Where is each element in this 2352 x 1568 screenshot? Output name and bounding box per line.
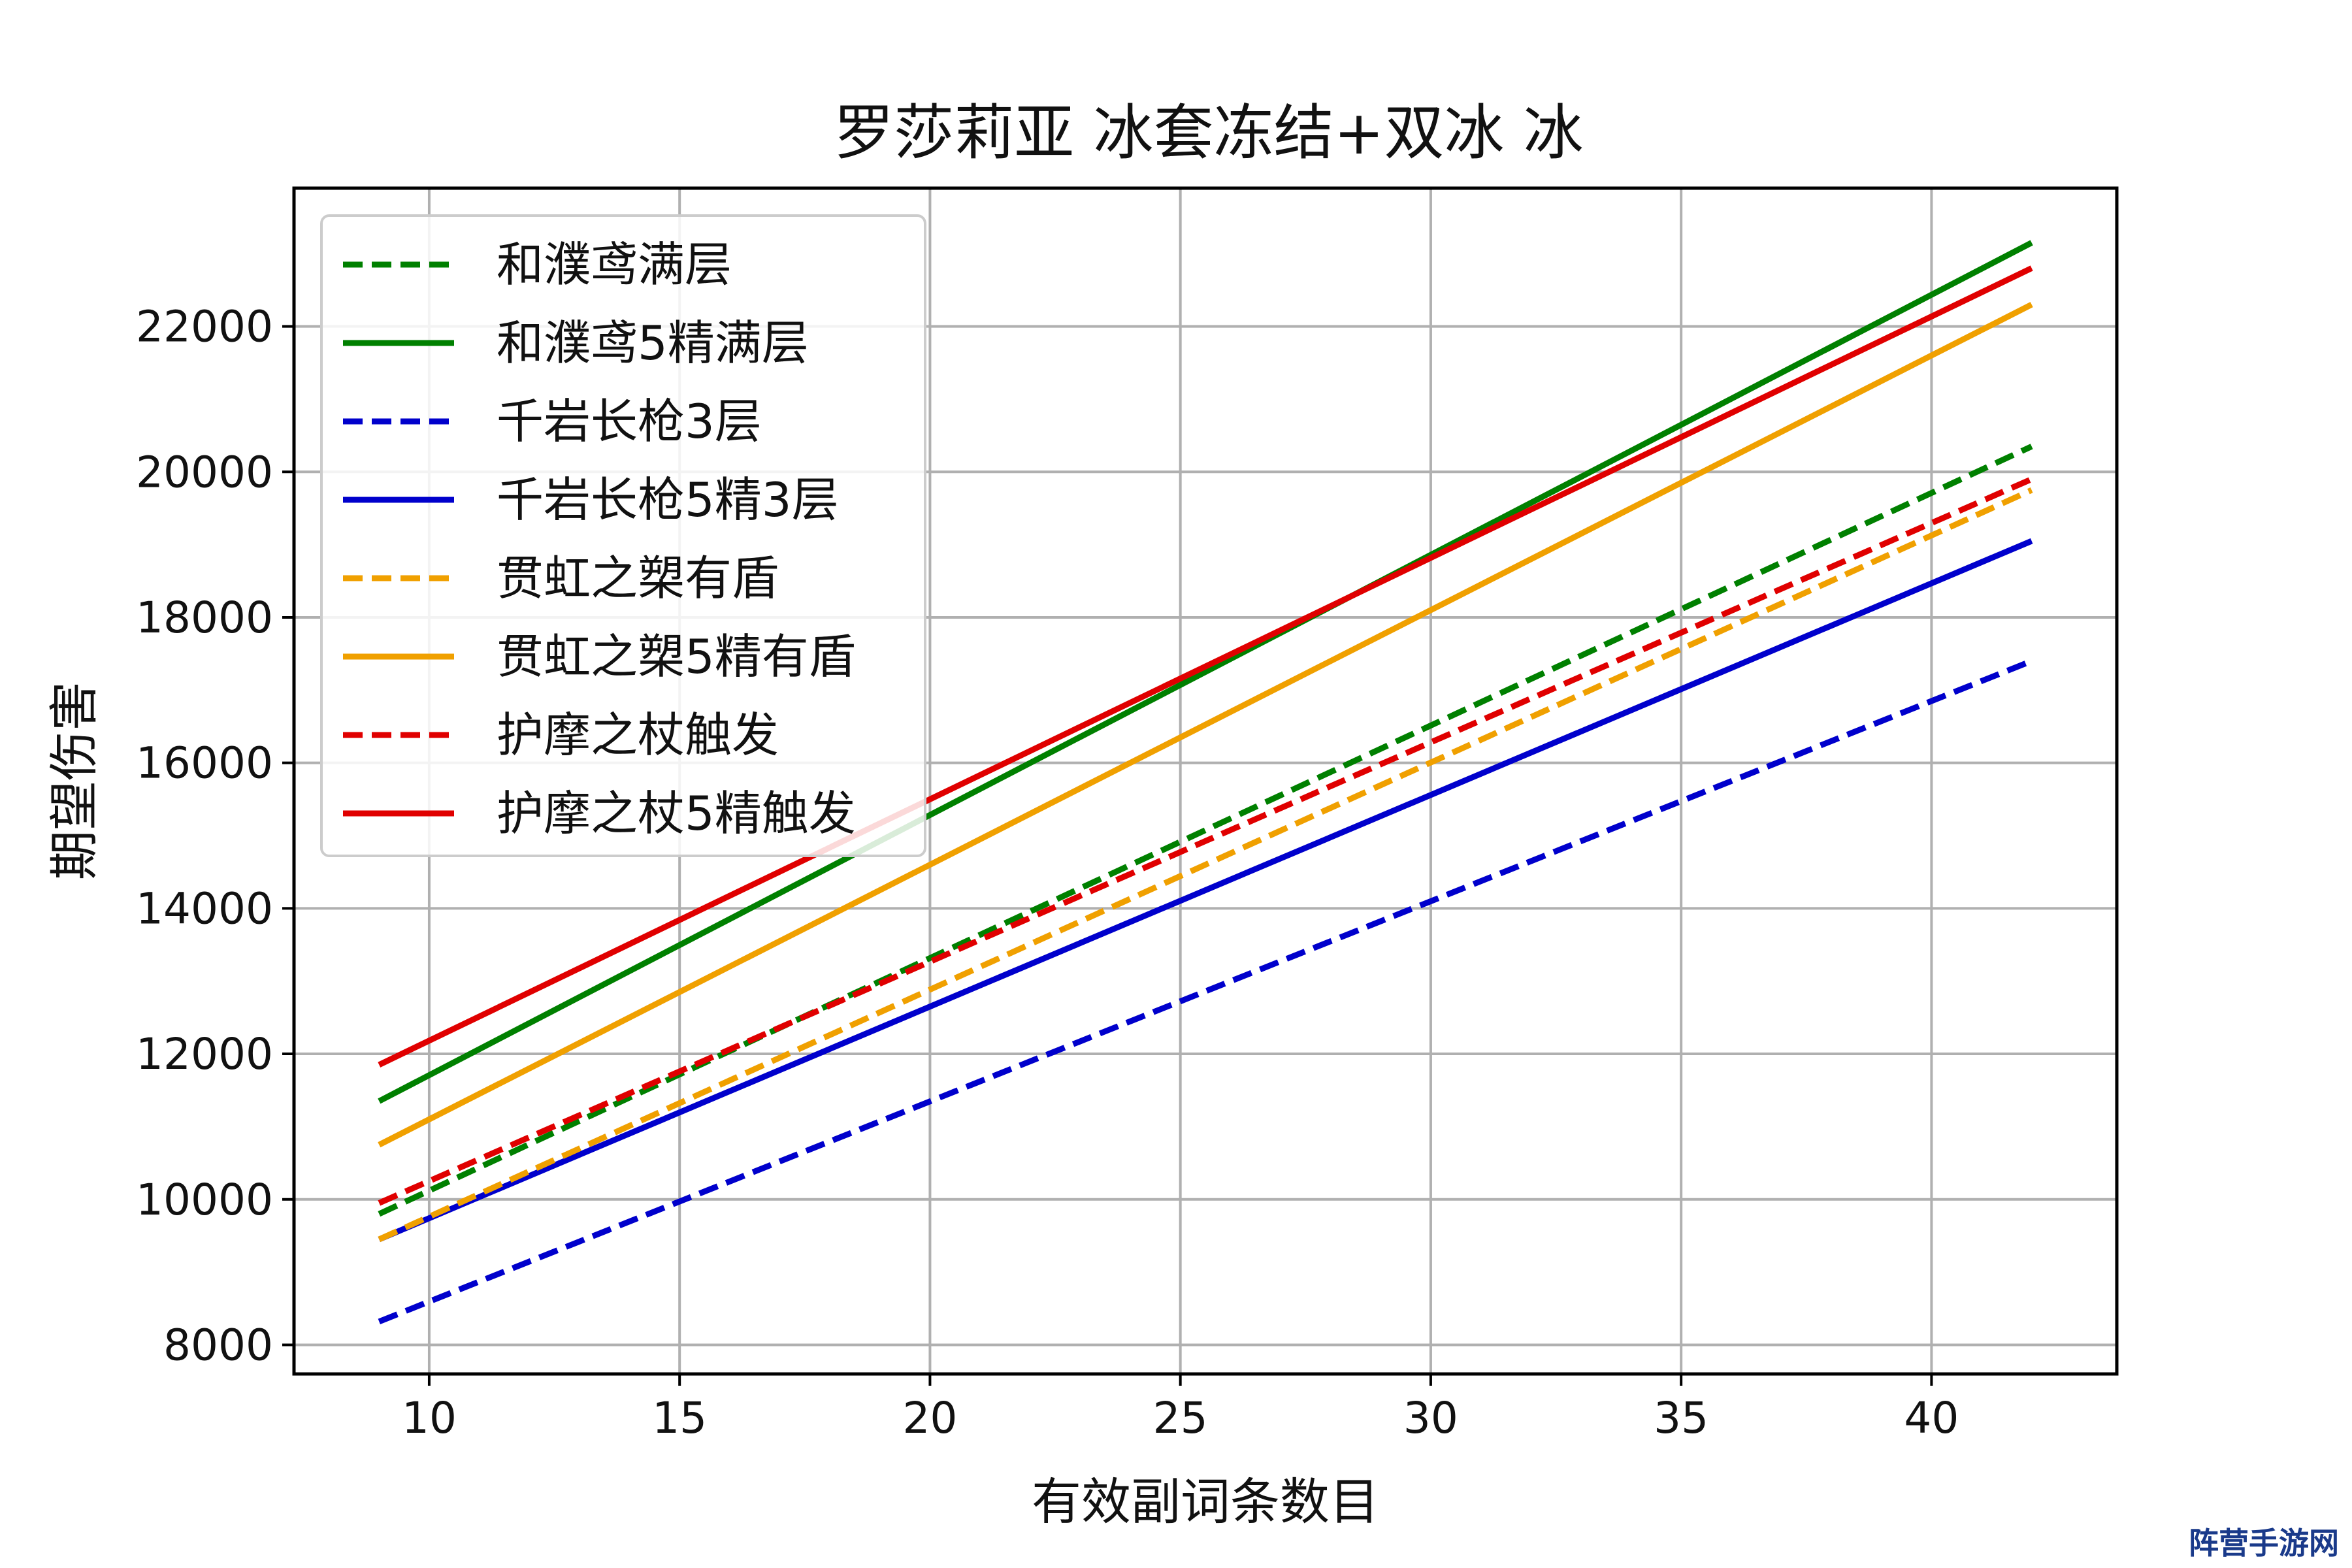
y-tick-label: 10000 — [136, 1175, 273, 1225]
legend: 和濮鸢满层和濮鸢5精满层千岩长枪3层千岩长枪5精3层贯虹之槊有盾贯虹之槊5精有盾… — [320, 214, 926, 857]
series-line-6 — [378, 476, 2033, 1206]
y-tick-label: 8000 — [163, 1320, 273, 1370]
legend-label-3: 千岩长枪5精3层 — [497, 472, 839, 527]
watermark-logo: 阵营手游网 — [2189, 1526, 2339, 1561]
x-tick-label: 15 — [652, 1393, 707, 1443]
legend-label-0: 和濮鸢满层 — [497, 237, 732, 292]
y-tick-label: 16000 — [136, 738, 273, 789]
y-axis-title: 期望伤害 — [45, 681, 103, 880]
chart-title: 罗莎莉亚 冰套冻结+双冰 冰 — [834, 98, 1584, 168]
x-tick-label: 10 — [402, 1393, 457, 1443]
x-axis-title: 有效副词条数目 — [1032, 1473, 1379, 1531]
legend-box — [320, 214, 926, 857]
plot-frame — [292, 186, 2119, 1376]
series-line-5 — [378, 302, 2033, 1148]
legend-label-6: 护摩之杖触发 — [497, 708, 779, 762]
y-tick-label: 12000 — [136, 1029, 273, 1079]
x-tick-label: 25 — [1153, 1393, 1208, 1443]
x-tick-label: 40 — [1904, 1393, 1959, 1443]
x-tick-label: 30 — [1403, 1393, 1458, 1443]
x-tick-label: 20 — [902, 1393, 957, 1443]
x-tick-label: 35 — [1654, 1393, 1708, 1443]
y-tick-label: 20000 — [136, 447, 273, 497]
series-line-0 — [378, 444, 2033, 1217]
y-tick-label: 14000 — [136, 883, 273, 934]
series-line-1 — [378, 240, 2033, 1104]
series-line-4 — [378, 487, 2033, 1243]
legend-label-5: 贯虹之槊5精有盾 — [497, 629, 856, 684]
series-layer — [378, 240, 2033, 1325]
y-tick-label: 22000 — [136, 302, 273, 352]
legend-label-4: 贯虹之槊有盾 — [497, 551, 779, 606]
x-axis-ticks: 10 15 20 25 30 35 40 — [402, 1374, 1959, 1443]
series-line-2 — [378, 658, 2033, 1325]
legend-label-7: 护摩之杖5精触发 — [497, 786, 856, 841]
series-line-7 — [378, 265, 2033, 1068]
y-axis-ticks: 8000 10000 12000 14000 16000 18000 20000 22000 — [136, 302, 294, 1370]
series-line-3 — [378, 538, 2033, 1243]
y-tick-label: 18000 — [136, 593, 273, 643]
legend-label-1: 和濮鸢5精满层 — [497, 316, 809, 370]
legend-label-2: 千岩长枪3层 — [497, 394, 762, 449]
